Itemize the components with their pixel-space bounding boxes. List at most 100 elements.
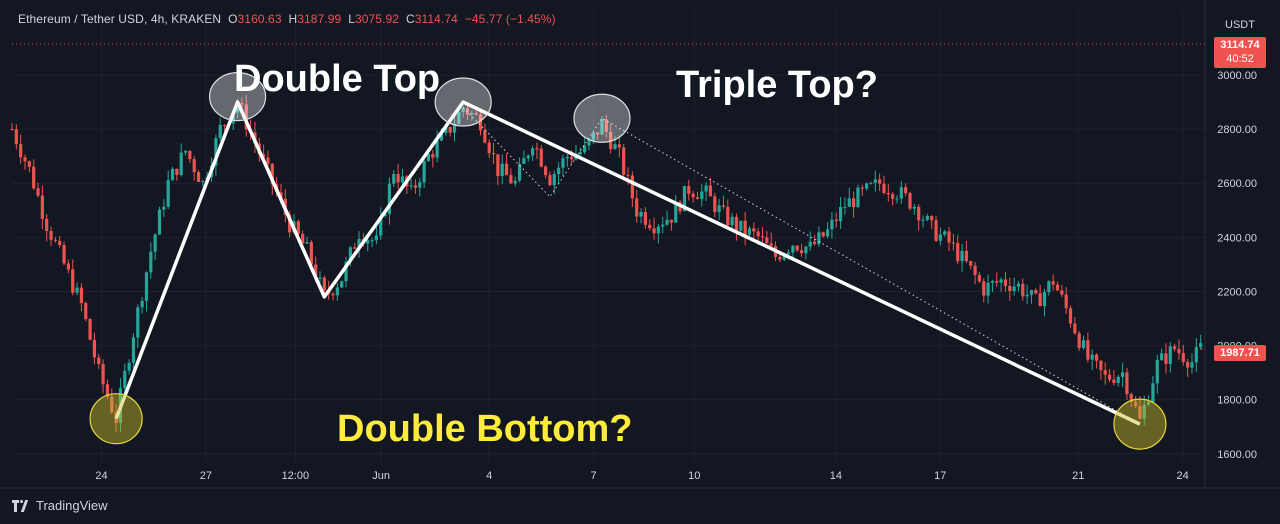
candle-body [695,197,700,200]
candle-body [478,114,483,131]
candle-body [1160,353,1164,361]
candle-body [270,163,274,185]
candle-body [1168,346,1172,364]
candle-body [396,173,400,183]
candle-body [335,287,339,296]
candle-body [448,127,452,133]
candle-body [587,139,591,146]
interval[interactable]: 4h [150,12,165,26]
x-tick-label: 14 [830,470,842,482]
candle-body [891,194,895,199]
candle-body [1077,333,1081,348]
candle-body [266,157,270,164]
candle-body [917,206,921,221]
candle-body [1173,346,1177,350]
candle-body [314,264,318,279]
candle-body [392,173,396,184]
candle-body [717,205,721,212]
candle-body [452,123,457,133]
currency-label[interactable]: USDT [1225,19,1255,31]
candle-body [1199,343,1203,348]
candle-body [878,179,882,184]
candle-body [40,195,44,219]
candle-body [1155,360,1159,384]
candle-body [674,201,678,223]
candle-body [535,148,539,150]
low-label: L [348,12,355,26]
candle-body [71,269,75,293]
y-tick-label: 2200.00 [1217,286,1257,298]
candle-body [1060,290,1064,295]
candle-body [852,198,856,208]
candle-body [895,198,899,200]
bottom-highlight-circle [89,393,143,445]
candle-body [435,140,439,158]
tradingview-branding[interactable]: TradingView [12,498,108,513]
candle-body [635,198,639,217]
candle-body [1177,349,1181,354]
candle-body [617,144,621,148]
candle-body [201,180,205,182]
candle-body [53,239,57,241]
candle-body [734,216,739,231]
candle-body [812,241,817,245]
candle-body [522,158,526,164]
candle-body [700,191,704,200]
candle-body [1094,354,1099,361]
candle-body [747,228,752,235]
candle-body [23,157,27,162]
candle-body [92,339,97,358]
candle-body [730,216,734,226]
x-tick-label: 10 [688,470,700,482]
candle-body [170,168,175,181]
candle-body [370,240,374,242]
candle-body [183,150,188,153]
candle-body [196,172,201,182]
candle-body [873,179,877,183]
candle-body [552,174,556,186]
candle-body [652,228,656,234]
candle-body [49,231,53,240]
candle-body [600,119,604,135]
y-tick-label: 2800.00 [1217,124,1257,136]
candle-body [1021,283,1025,297]
candle-body [188,150,192,160]
candle-body [995,281,999,283]
candle-body [500,163,504,176]
candle-body [127,362,131,371]
close-value: 3114.74 [414,12,458,26]
candle-body [400,176,405,183]
candle-body [951,242,955,244]
candle-body [704,185,708,192]
candle-body [817,232,821,245]
candle-body [548,175,552,186]
candle-body [431,154,435,158]
candle-body [565,156,569,159]
candle-body [348,247,352,262]
candle-body [491,153,496,155]
candle-body [830,219,834,230]
candle-body [422,161,426,183]
candle-body [1151,383,1155,402]
x-tick-label: Jun [372,470,390,482]
candle-body [426,154,431,162]
candle-body [262,154,266,158]
candle-body [934,220,938,241]
candle-body [622,147,626,175]
candle-body [222,124,227,126]
candle-body [62,245,66,264]
candle-body [418,182,422,188]
candle-body [539,148,543,167]
candle-body [986,282,990,296]
candle-body [721,205,726,207]
candle-body [557,167,561,175]
candle-body [136,307,140,338]
symbol-name[interactable]: Ethereum / Tether USD [18,12,144,26]
candle-body [713,196,717,212]
candle-body [782,254,786,260]
low-value: 3075.92 [354,12,400,26]
double-bottom-annotation: Double Bottom? [337,408,633,450]
x-tick-label: 27 [200,470,212,482]
candle-body [66,263,70,270]
